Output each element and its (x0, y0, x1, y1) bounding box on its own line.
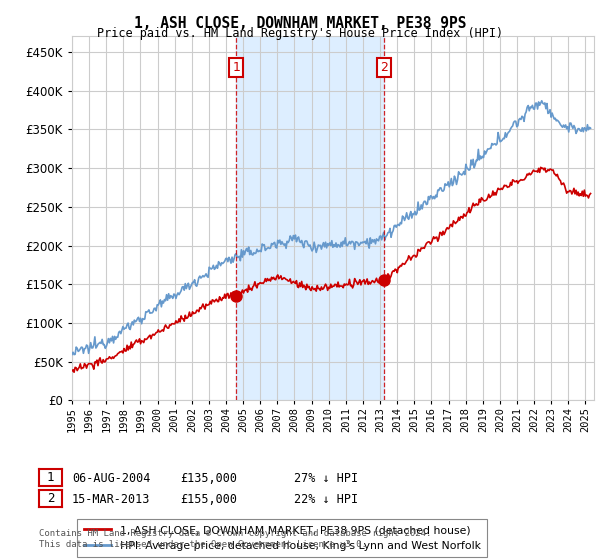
Text: 2: 2 (380, 61, 388, 74)
Text: 06-AUG-2004: 06-AUG-2004 (72, 472, 151, 486)
Text: This data is licensed under the Open Government Licence v3.0.: This data is licensed under the Open Gov… (39, 540, 367, 549)
Text: £155,000: £155,000 (180, 493, 237, 506)
Legend: 1, ASH CLOSE, DOWNHAM MARKET, PE38 9PS (detached house), HPI: Average price, det: 1, ASH CLOSE, DOWNHAM MARKET, PE38 9PS (… (77, 519, 487, 557)
Text: 2: 2 (47, 492, 54, 505)
Bar (236, 36, 383, 400)
Text: £135,000: £135,000 (180, 472, 237, 486)
Text: Contains HM Land Registry data © Crown copyright and database right 2024.: Contains HM Land Registry data © Crown c… (39, 529, 431, 538)
Text: 27% ↓ HPI: 27% ↓ HPI (294, 472, 358, 486)
Text: 15-MAR-2013: 15-MAR-2013 (72, 493, 151, 506)
Text: 22% ↓ HPI: 22% ↓ HPI (294, 493, 358, 506)
Text: Price paid vs. HM Land Registry's House Price Index (HPI): Price paid vs. HM Land Registry's House … (97, 27, 503, 40)
Text: 1: 1 (232, 61, 240, 74)
Text: 1, ASH CLOSE, DOWNHAM MARKET, PE38 9PS: 1, ASH CLOSE, DOWNHAM MARKET, PE38 9PS (134, 16, 466, 31)
Text: 1: 1 (47, 471, 54, 484)
